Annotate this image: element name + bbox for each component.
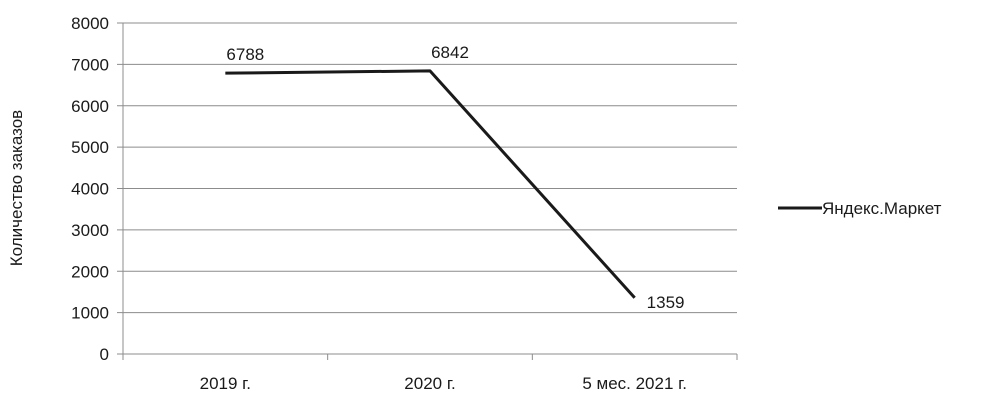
x-tick-labels: 2019 г. 2020 г. 5 мес. 2021 г.: [200, 374, 687, 393]
data-label: 1359: [647, 293, 685, 312]
y-tick-label: 5000: [71, 138, 109, 157]
data-label: 6842: [431, 43, 469, 62]
y-tick-labels: 0 1000 2000 3000 4000 5000 6000 7000 8000: [71, 14, 109, 364]
y-tick-label: 2000: [71, 262, 109, 281]
axes: [117, 22, 738, 360]
y-tick-label: 8000: [71, 14, 109, 33]
gridlines: [123, 22, 737, 314]
data-label: 6788: [226, 45, 264, 64]
legend-label: Яндекс.Маркет: [822, 199, 942, 218]
y-tick-label: 6000: [71, 97, 109, 116]
x-tick-label: 2020 г.: [404, 374, 455, 393]
x-tick-label: 5 мес. 2021 г.: [582, 374, 687, 393]
y-tick-label: 1000: [71, 304, 109, 323]
series-lines: [225, 69, 636, 299]
x-tick-label: 2019 г.: [200, 374, 251, 393]
y-tick-label: 7000: [71, 55, 109, 74]
legend: Яндекс.Маркет: [778, 199, 942, 218]
series-line: [225, 69, 636, 299]
data-labels: 6788 6842 1359: [226, 43, 684, 312]
y-tick-label: 4000: [71, 180, 109, 199]
y-axis-title: Количество заказов: [7, 110, 26, 266]
y-tick-label: 3000: [71, 221, 109, 240]
y-tick-label: 0: [100, 345, 109, 364]
